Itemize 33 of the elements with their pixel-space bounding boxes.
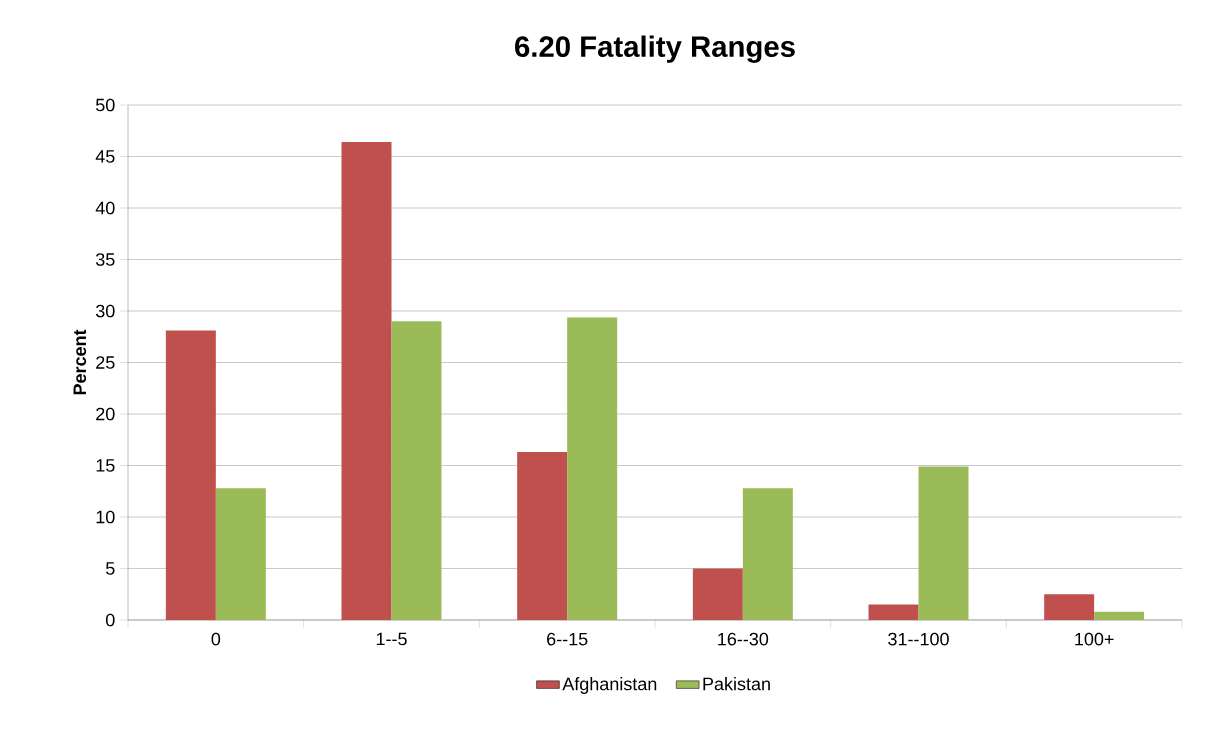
bar [918,466,969,620]
y-tick-label: 50 [95,98,115,112]
bar [692,568,743,620]
x-tick-label: 0 [211,632,221,646]
bar [1094,611,1145,620]
x-tick-label: 100+ [1075,632,1114,646]
y-axis-title: Percent [73,329,87,395]
x-tick-label: 1--5 [376,632,407,646]
bar [341,142,392,620]
y-tick-label: 5 [105,562,115,575]
bar [215,488,266,620]
bar [165,330,216,620]
y-tick-label: 15 [96,459,115,472]
bar [517,452,568,620]
chart-title: 6.20 Fatality Ranges [515,35,795,63]
y-tick-label: 45 [95,150,115,163]
bar [868,604,919,620]
x-tick-label: 31--100 [888,632,949,646]
y-tick-label: 40 [95,201,115,215]
legend-label: Afghanistan [562,677,657,694]
legend-label: Pakistan [703,677,770,691]
x-tick-label: 6--15 [547,632,588,646]
y-tick-label: 35 [95,253,115,266]
bar [567,317,618,620]
bar [391,321,442,620]
y-tick-label: 10 [96,510,115,524]
bar [1044,594,1095,620]
y-tick-label: 30 [95,304,115,318]
y-tick-label: 25 [96,356,115,369]
y-tick-label: 20 [96,407,115,421]
bar [742,488,793,620]
y-tick-label: 0 [105,613,115,627]
x-tick-label: 16--30 [718,632,769,646]
